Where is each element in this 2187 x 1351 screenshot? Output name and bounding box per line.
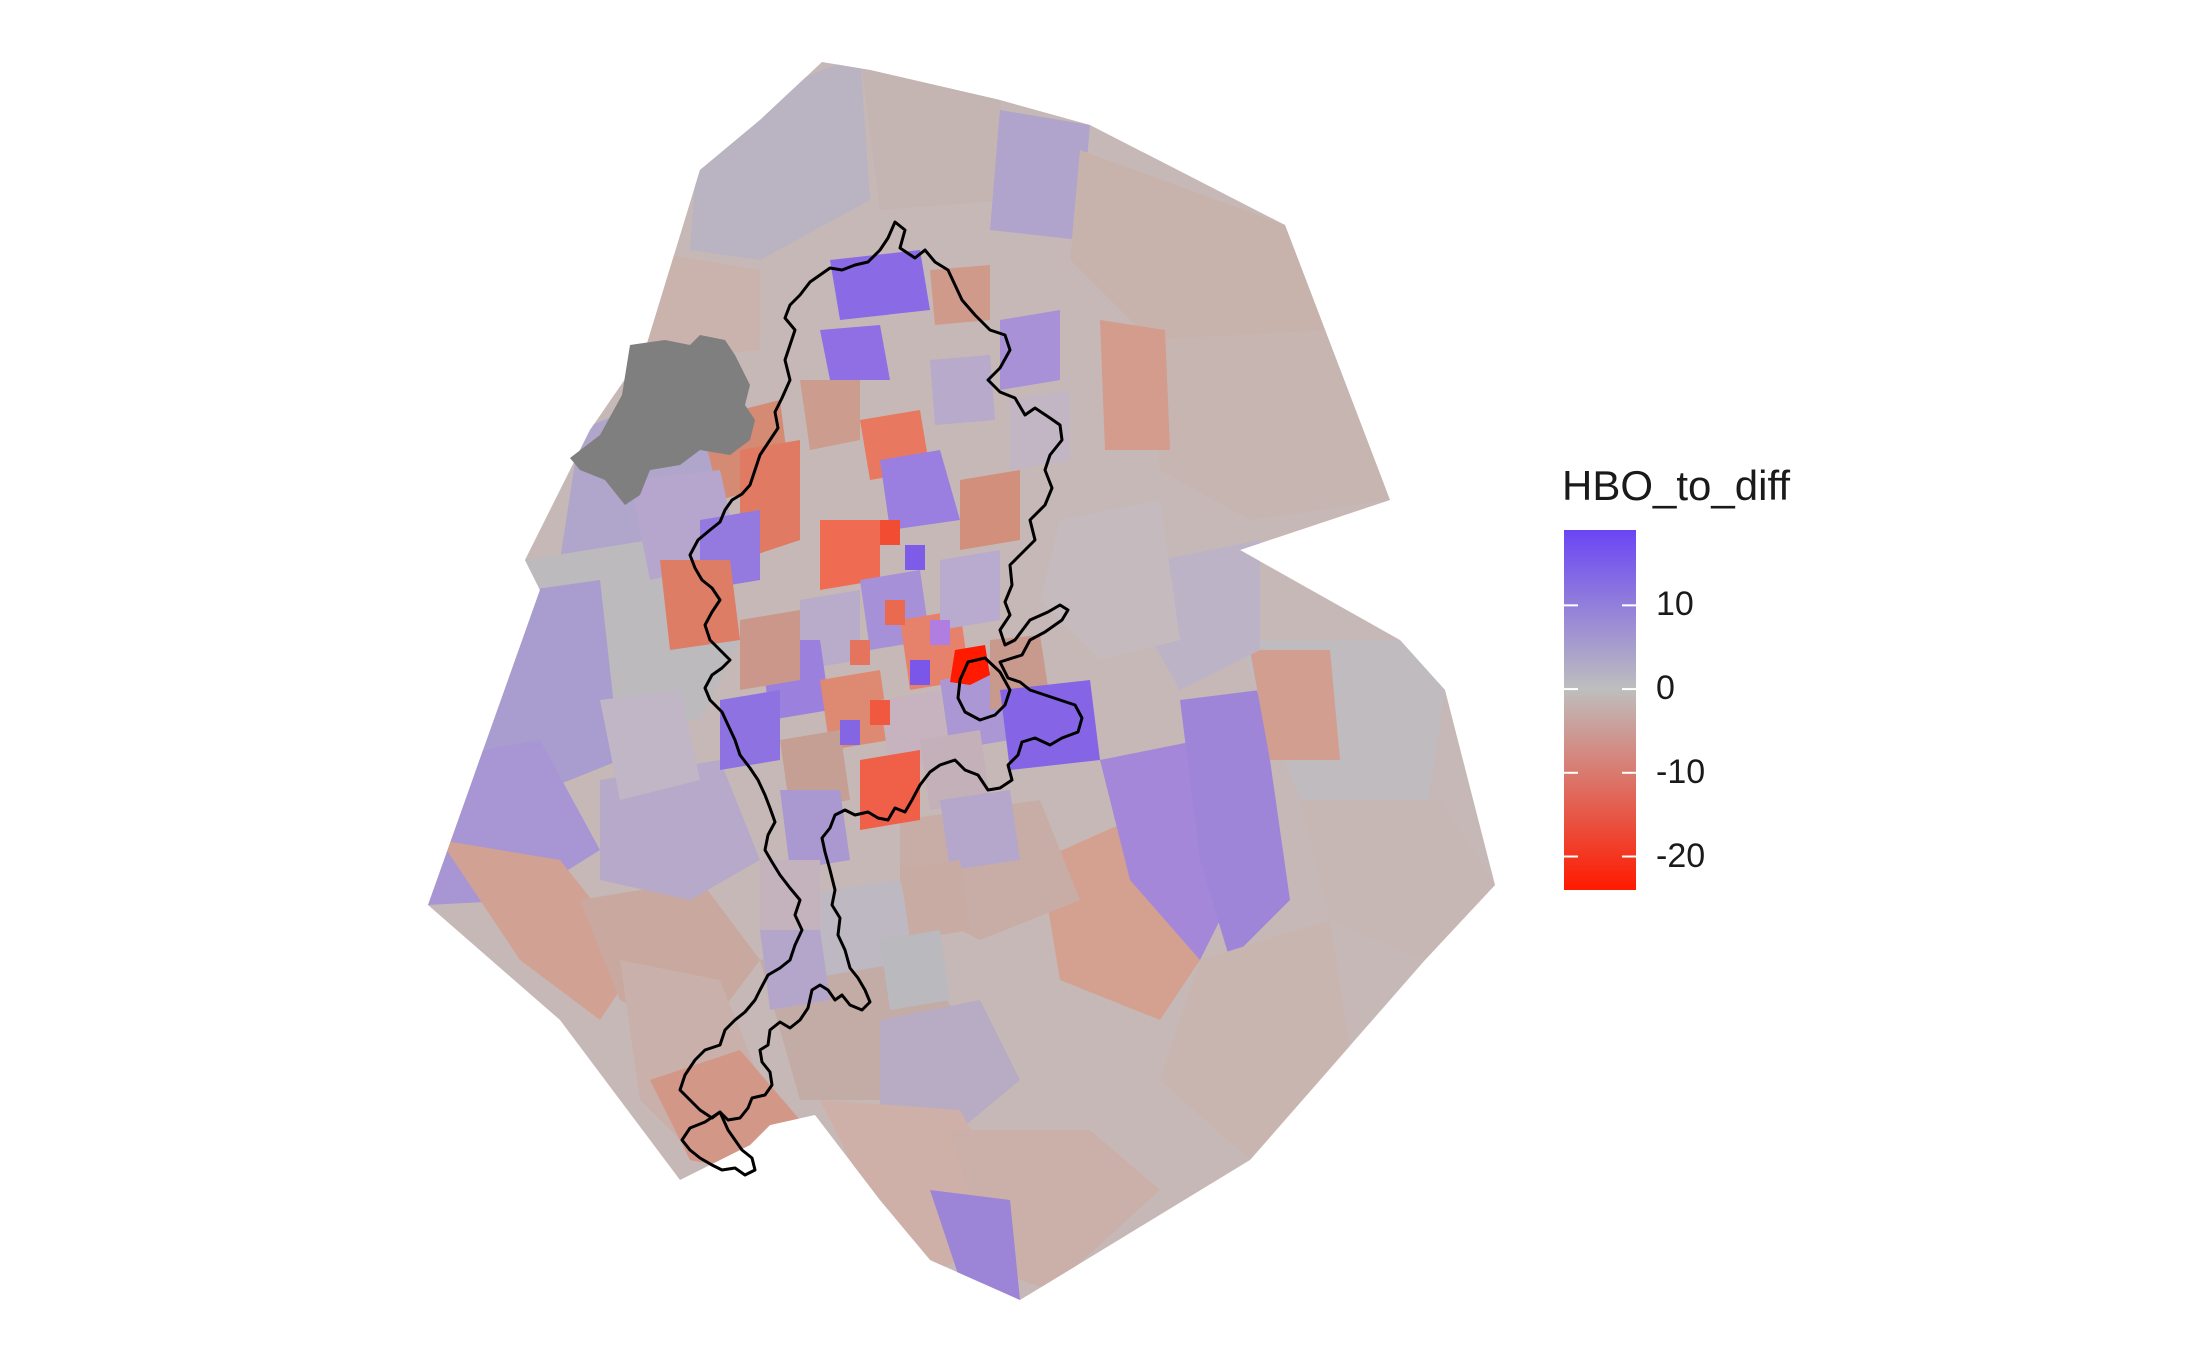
tract (885, 600, 905, 625)
city-boundary (678, 220, 1084, 1122)
tract (880, 1000, 1020, 1130)
tract (1000, 680, 1100, 770)
tract (900, 860, 970, 940)
tract (1100, 320, 1170, 450)
tract (820, 325, 890, 380)
legend-tick-label: -20 (1656, 836, 1706, 875)
tract (880, 520, 900, 545)
tract (930, 355, 995, 425)
tract (780, 790, 850, 870)
tract (960, 470, 1020, 550)
legend-tick-label: -10 (1656, 752, 1706, 791)
tract (1040, 500, 1180, 660)
legend-tick-label: 10 (1656, 585, 1694, 624)
tract (990, 110, 1090, 240)
tract (1180, 690, 1290, 960)
tract (600, 690, 700, 800)
tract (1070, 150, 1330, 340)
tract (660, 560, 740, 650)
tract (905, 545, 925, 570)
tract (1250, 650, 1340, 760)
tract (860, 62, 1010, 210)
tract (930, 620, 950, 645)
tract (880, 930, 950, 1010)
tract (740, 610, 800, 690)
tract (1300, 800, 1495, 960)
tract (880, 450, 960, 530)
tract (940, 790, 1020, 870)
tract (440, 840, 640, 1020)
tract-extreme-low (950, 645, 990, 685)
tract (800, 380, 860, 450)
tract (820, 520, 880, 590)
tract (850, 640, 870, 665)
city-boundary-south (680, 1110, 757, 1177)
legend-gradient (1564, 530, 1636, 890)
legend-tick-marks (1564, 604, 1636, 858)
tract (840, 720, 860, 745)
tract (940, 550, 1000, 630)
legend: HBO_to_diff 10 0 -10 -20 (1562, 462, 1882, 922)
tract (1040, 820, 1200, 1020)
tract (910, 660, 930, 685)
na-tract (570, 335, 755, 505)
legend-colorbar (1564, 530, 1636, 890)
tract (760, 860, 820, 940)
tract (870, 700, 890, 725)
tract (1000, 310, 1060, 390)
legend-title: HBO_to_diff (1562, 462, 1791, 509)
tract (830, 250, 930, 320)
tract (720, 690, 780, 770)
tract (1160, 920, 1350, 1160)
tract (820, 670, 890, 750)
tract (920, 730, 990, 810)
legend-tick-label: 0 (1656, 669, 1675, 708)
city-boundary-east (956, 656, 1012, 722)
tract (930, 1190, 1020, 1300)
tract (1150, 330, 1390, 520)
